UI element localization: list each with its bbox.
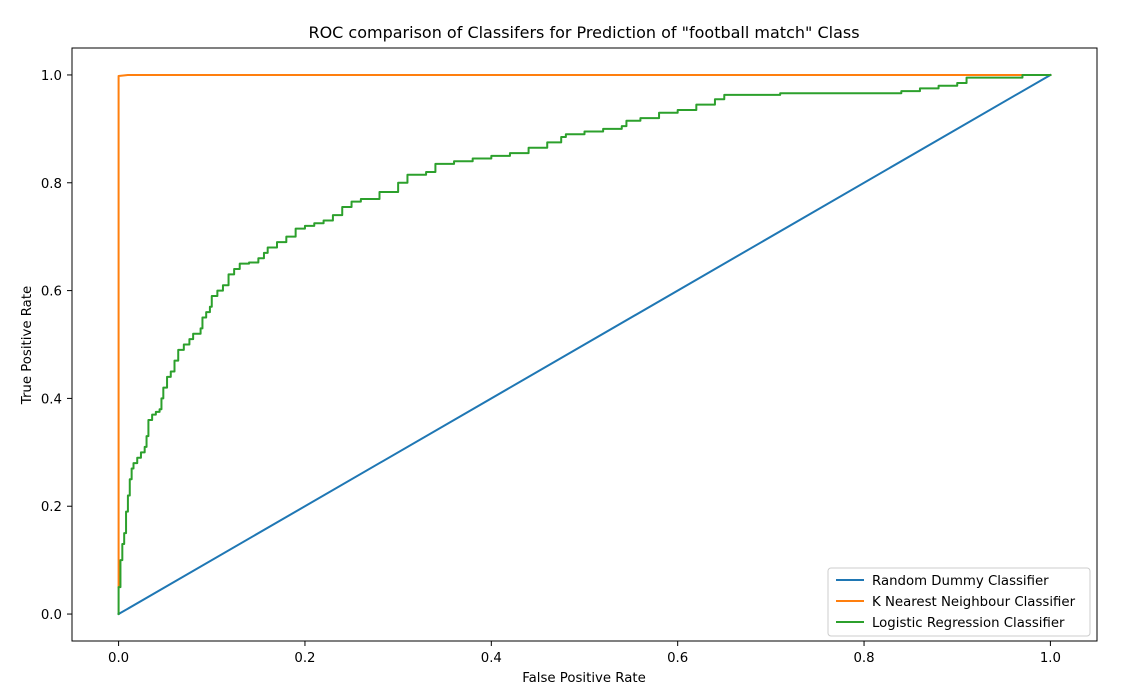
legend-box [827,567,1091,637]
y-tick-label: 0.8 [41,177,62,192]
legend-label-logistic-regression-classifier: Logistic Regression Classifier [872,616,1065,631]
x-tick-label: 0.0 [108,651,129,666]
y-axis-label: True Positive Rate [20,286,35,405]
legend: Random Dummy Classifier K Nearest Neighbo… [827,567,1091,637]
y-tick-label: 0.2 [41,500,62,515]
y-tick-label: 0.0 [41,608,62,623]
x-tick-label: 0.2 [294,651,315,666]
series-line-logistic-regression-classifier [117,73,1052,616]
chart-title: ROC comparison of Classifers for Predict… [308,23,859,42]
series-line-k-nearest-neighbour-classifier [117,73,1052,589]
x-tick-label: 0.4 [481,651,502,666]
series-line-random-dummy-classifier [117,73,1052,616]
x-axis-label: False Positive Rate [522,671,646,686]
y-tick-label: 0.6 [41,285,62,300]
legend-label-k-nearest-neighbour-classifier: K Nearest Neighbour Classifier [872,595,1076,610]
y-tick-label: 0.4 [41,392,62,407]
plot-area-frame [71,47,1098,642]
y-axis-ticks: 0.0 0.2 0.4 0.6 0.8 1.0 [41,69,72,623]
y-tick-label: 1.0 [41,69,62,84]
legend-label-random-dummy-classifier: Random Dummy Classifier [872,574,1049,589]
x-tick-label: 1.0 [1040,651,1061,666]
legend-entries: Random Dummy Classifier K Nearest Neighbo… [836,574,1076,631]
x-tick-label: 0.6 [667,651,688,666]
x-axis-ticks: 0.0 0.2 0.4 0.6 0.8 1.0 [108,641,1061,666]
plot-lines [117,73,1052,616]
x-tick-label: 0.8 [853,651,874,666]
